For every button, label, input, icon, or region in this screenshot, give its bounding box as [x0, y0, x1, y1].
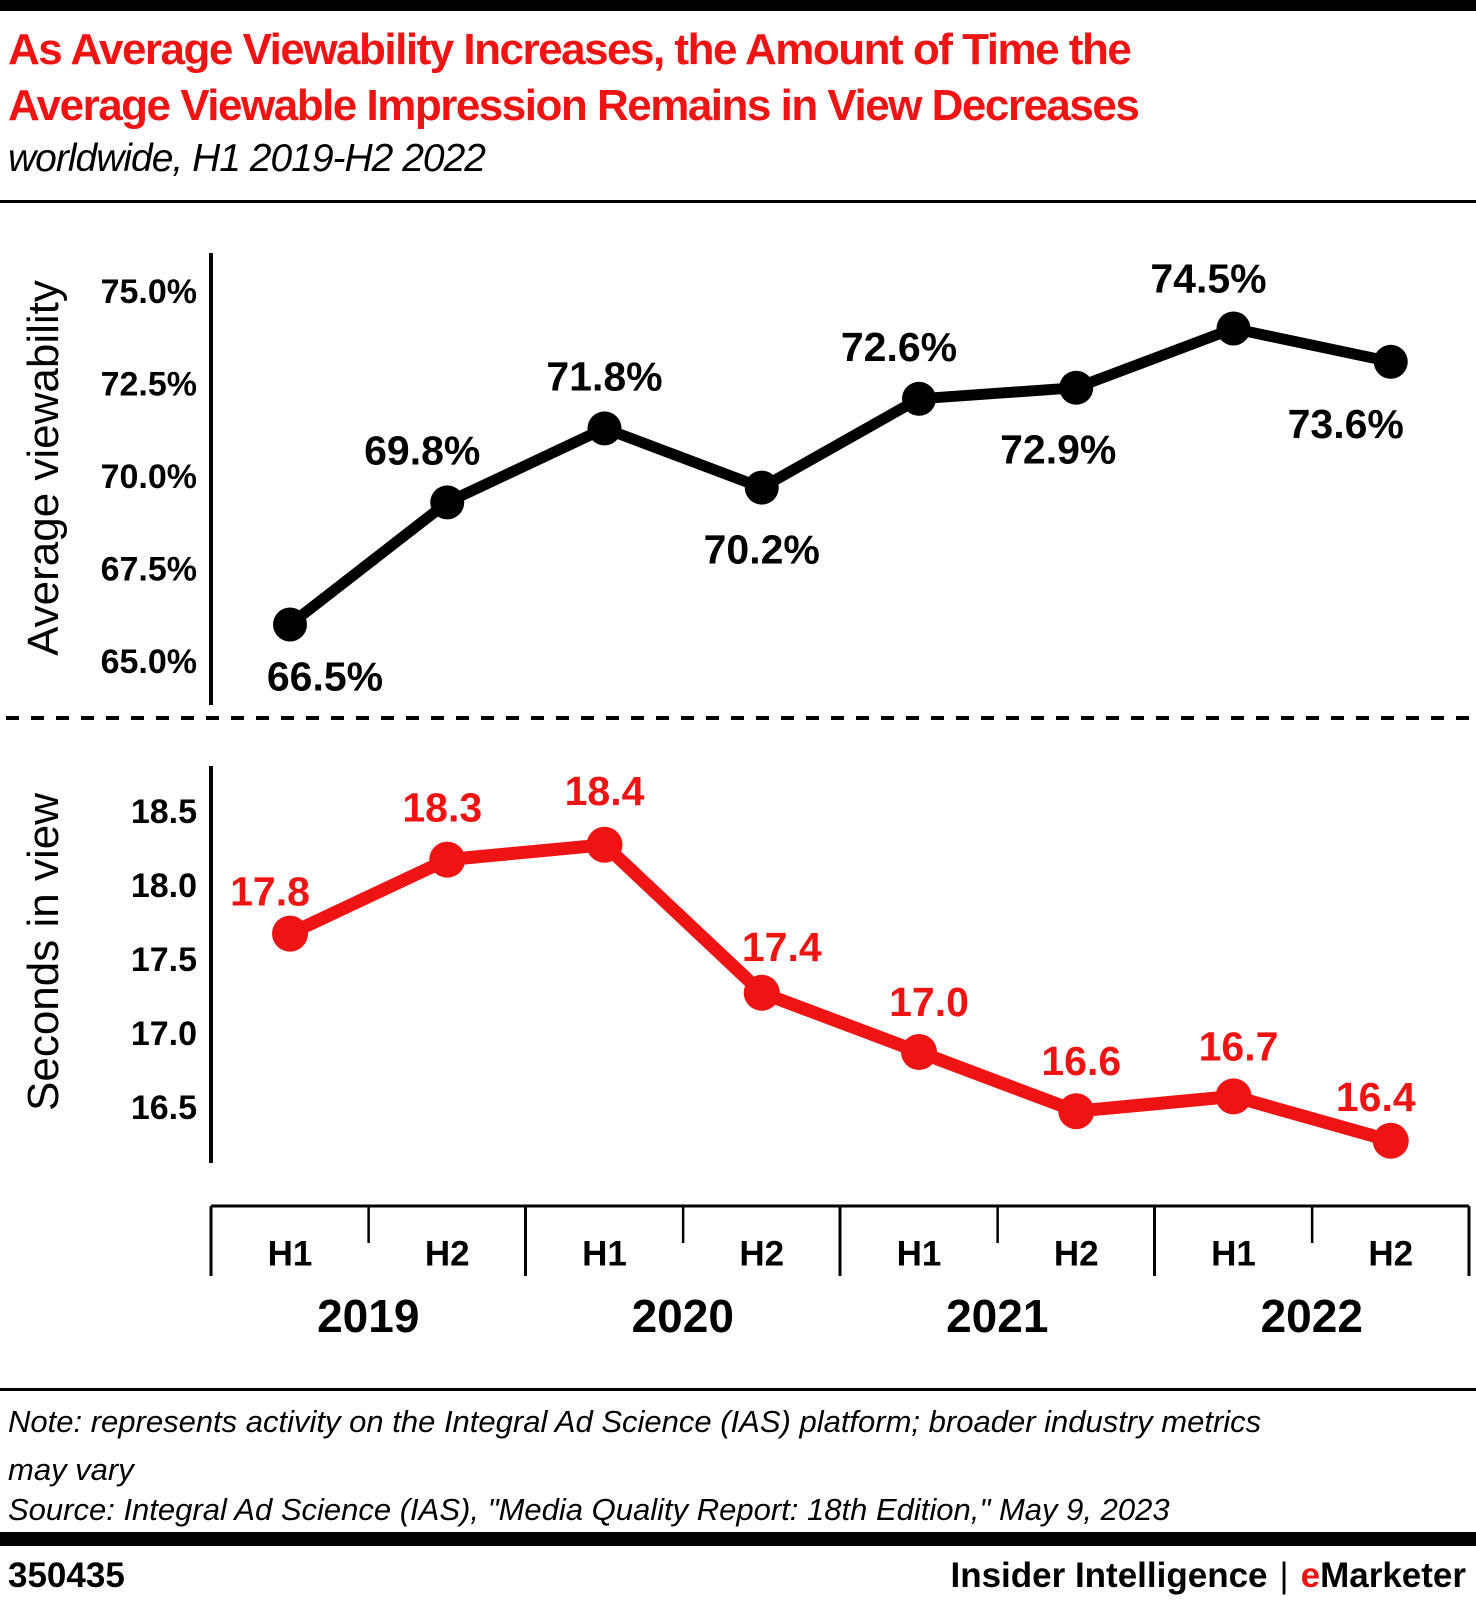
- average-viewability-data-point: [1059, 370, 1094, 405]
- average-viewability-data-point: [1216, 311, 1251, 346]
- x-tick-label-year: 2019: [317, 1290, 419, 1342]
- brand-emarketer-e: e: [1300, 1556, 1321, 1595]
- seconds-in-view-data-point: [586, 826, 623, 863]
- footer-divider-line: [0, 1388, 1476, 1391]
- top-border-bar: [0, 0, 1476, 11]
- x-tick-label-half: H2: [739, 1235, 784, 1274]
- page-title-line-2: Average Viewable Impression Remains in V…: [8, 81, 1140, 130]
- chart-id: 350435: [8, 1556, 125, 1595]
- seconds-in-view-value-label: 17.4: [742, 924, 822, 970]
- seconds-in-view-data-point: [1058, 1093, 1095, 1130]
- seconds-in-view-chart: 18.5 18.0 17.5 17.0 16.5 17.8 18.3 18.4 17.4 17.0…: [131, 766, 1416, 1163]
- page-title: As Average Viewability Increases, the Am…: [8, 22, 1468, 134]
- average-viewability-y-tick-label: 70.0%: [101, 458, 197, 496]
- seconds-in-view-value-label: 16.4: [1336, 1074, 1416, 1120]
- x-tick-label-half: H2: [1054, 1235, 1099, 1274]
- average-viewability-value-label: 71.8%: [546, 353, 662, 399]
- average-viewability-y-tick-label: 65.0%: [101, 643, 197, 681]
- page-title-line-1: As Average Viewability Increases, the Am…: [8, 25, 1132, 74]
- average-viewability-data-point: [744, 470, 779, 505]
- average-viewability-value-label: 73.6%: [1288, 401, 1404, 447]
- seconds-in-view-data-point: [429, 841, 466, 878]
- average-viewability-y-tick-label: 72.5%: [101, 366, 197, 404]
- average-viewability-value-label: 69.8%: [364, 427, 480, 473]
- x-tick-label-half: H2: [425, 1235, 470, 1274]
- seconds-in-view-data-point: [901, 1034, 937, 1070]
- average-viewability-value-label: 72.9%: [1000, 427, 1116, 473]
- note-text: Note: represents activity on the Integra…: [8, 1404, 1262, 1487]
- x-tick-label-half: H2: [1368, 1235, 1413, 1274]
- average-viewability-value-label: 66.5%: [267, 654, 383, 700]
- seconds-in-view-y-tick-label: 18.5: [131, 793, 197, 831]
- chart-subtitle: worldwide, H1 2019-H2 2022: [8, 137, 486, 180]
- footer-bar: [0, 1532, 1476, 1546]
- average-viewability-data-point: [902, 381, 936, 416]
- seconds-in-view-data-point: [1372, 1122, 1409, 1159]
- average-viewability-data-point: [587, 411, 622, 446]
- seconds-in-view-value-label: 18.4: [565, 768, 645, 814]
- brand-divider: |: [1279, 1556, 1289, 1595]
- average-viewability-value-label: 70.2%: [704, 527, 820, 573]
- seconds-in-view-line: [283, 838, 1398, 1148]
- seconds-in-view-value-label: 18.3: [402, 785, 482, 831]
- average-viewability-chart: 75.0% 72.5% 70.0% 67.5% 65.0% 66.5% 69.8% 71.8%…: [101, 253, 1408, 705]
- x-tick-label-half: H1: [897, 1235, 942, 1274]
- x-tick-label-year: 2021: [946, 1290, 1048, 1342]
- seconds-in-view-value-label: 16.7: [1199, 1023, 1279, 1069]
- source-text: Source: Integral Ad Science (IAS), "Medi…: [8, 1492, 1170, 1527]
- average-viewability-data-point: [273, 607, 307, 642]
- seconds-in-view-y-tick-label: 17.5: [131, 941, 197, 979]
- x-tick-label-half: H1: [268, 1235, 313, 1274]
- average-viewability-y-tick-label: 67.5%: [101, 551, 197, 589]
- seconds-in-view-value-label: 17.8: [230, 869, 310, 915]
- x-tick-label-half: H1: [582, 1235, 627, 1274]
- average-viewability-y-tick-label: 75.0%: [101, 273, 197, 311]
- brand-emarketer-rest: Marketer: [1320, 1556, 1466, 1595]
- average-viewability-data-point: [1373, 344, 1408, 379]
- seconds-in-view-data-point: [272, 915, 308, 952]
- seconds-in-view-value-label: 17.0: [889, 979, 969, 1025]
- brand-lockup: Insider Intelligence | eMarketer: [950, 1556, 1466, 1596]
- average-viewability-data-point: [430, 485, 465, 520]
- x-tick-label-year: 2020: [632, 1290, 734, 1342]
- brand-insider-intelligence: Insider Intelligence: [950, 1556, 1268, 1595]
- seconds-in-view-value-label: 16.6: [1041, 1038, 1121, 1084]
- x-tick-label-year: 2022: [1261, 1290, 1363, 1342]
- average-viewability-value-label: 72.6%: [841, 324, 957, 370]
- x-tick-label-half: H1: [1211, 1235, 1256, 1274]
- seconds-in-view-y-tick-label: 18.0: [131, 867, 197, 905]
- seconds-in-view-data-point: [1215, 1078, 1252, 1115]
- seconds-in-view-data-point: [743, 974, 780, 1011]
- seconds-in-view-y-tick-label: 17.0: [131, 1015, 197, 1053]
- seconds-in-view-y-tick-label: 16.5: [131, 1089, 197, 1127]
- average-viewability-line: [284, 323, 1397, 630]
- average-viewability-value-label: 74.5%: [1150, 256, 1266, 302]
- header-divider-line: [0, 200, 1476, 203]
